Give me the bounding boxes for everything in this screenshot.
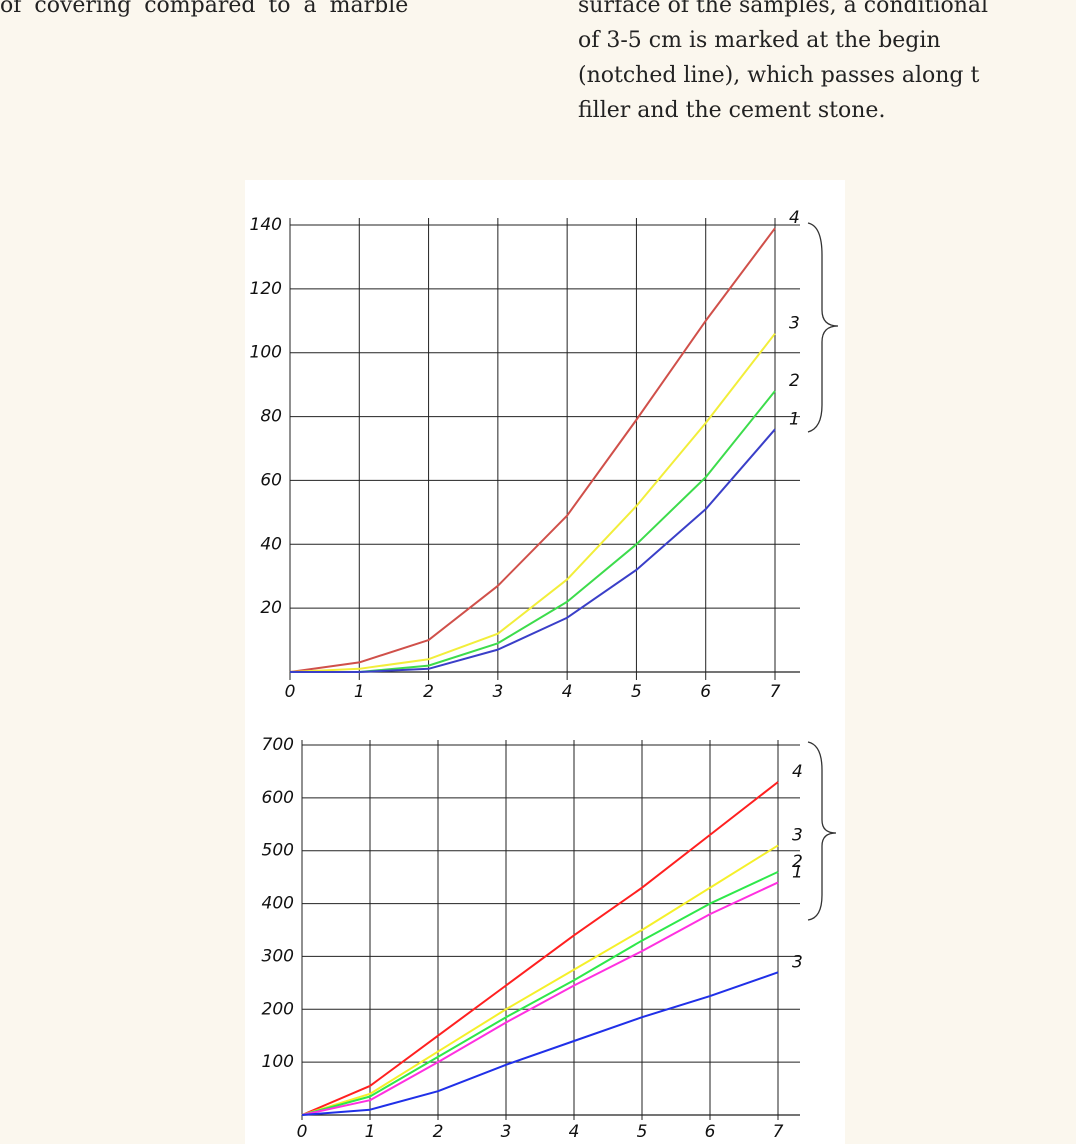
x-tick-label: 0 [285, 682, 296, 702]
x-tick-label: 5 [637, 1122, 648, 1142]
x-tick-label: 4 [562, 682, 573, 702]
y-tick-label: 200 [262, 999, 294, 1019]
figure-background [245, 735, 845, 1144]
figure-background [245, 180, 845, 735]
series-label: 1 [789, 409, 800, 429]
y-tick-label: 60 [260, 470, 282, 490]
x-tick-label: 0 [297, 1122, 308, 1142]
y-tick-label: 300 [262, 946, 294, 966]
series-label: 3 [789, 314, 800, 334]
y-tick-label: 100 [262, 1052, 294, 1072]
x-tick-label: 2 [433, 1122, 444, 1142]
x-tick-label: 3 [501, 1122, 512, 1142]
x-tick-label: 1 [354, 682, 365, 702]
y-tick-label: 700 [262, 735, 294, 755]
y-tick-label: 20 [260, 598, 282, 618]
series-label: 4 [789, 208, 800, 228]
y-tick-label: 140 [250, 215, 282, 235]
page: of covering compared to a marble surface… [0, 0, 1076, 1144]
x-tick-label: 4 [569, 1122, 580, 1142]
figures: 2040608010012014001234567432110020030040… [0, 0, 1076, 1144]
x-tick-label: 6 [705, 1122, 716, 1142]
y-tick-label: 120 [250, 279, 282, 299]
y-tick-label: 600 [262, 788, 294, 808]
x-tick-label: 3 [492, 682, 503, 702]
series-label: 3 [792, 952, 803, 972]
series-label: 3 [792, 825, 803, 845]
y-tick-label: 40 [260, 534, 282, 554]
series-label: 1 [792, 862, 803, 882]
x-tick-label: 5 [631, 682, 642, 702]
x-tick-label: 2 [423, 682, 434, 702]
series-label: 4 [792, 762, 803, 782]
x-tick-label: 1 [365, 1122, 376, 1142]
y-tick-label: 100 [250, 343, 282, 363]
y-tick-label: 400 [262, 894, 294, 914]
x-tick-label: 7 [773, 1122, 784, 1142]
x-tick-label: 6 [700, 682, 711, 702]
x-tick-label: 7 [770, 682, 781, 702]
y-tick-label: 500 [262, 841, 294, 861]
y-tick-label: 80 [260, 407, 282, 427]
series-label: 2 [789, 371, 800, 391]
